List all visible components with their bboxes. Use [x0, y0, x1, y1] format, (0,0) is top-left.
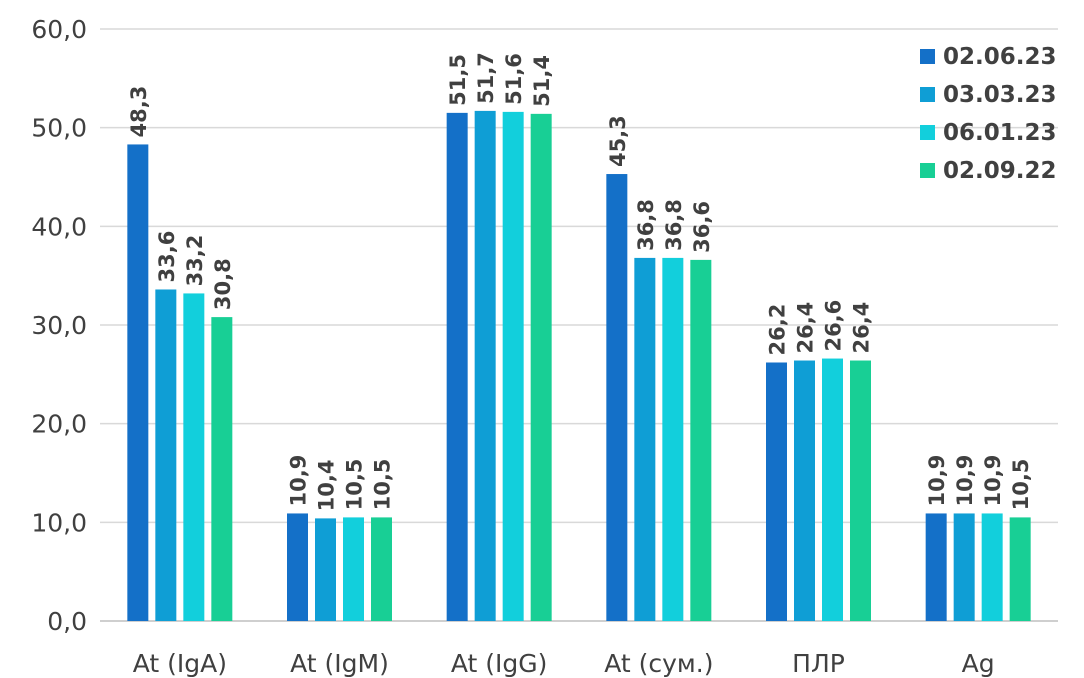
data-label: 36,8 [634, 199, 658, 251]
data-label: 45,3 [606, 115, 630, 167]
x-tick-label: At (сум.) [604, 649, 713, 678]
legend-swatch [920, 87, 935, 102]
data-label: 33,2 [183, 235, 207, 287]
bar [822, 358, 843, 621]
bar [530, 113, 552, 621]
data-label: 26,4 [850, 302, 874, 354]
data-label: 51,7 [474, 52, 498, 104]
bar [634, 257, 656, 621]
bar [850, 360, 871, 621]
grid-layer [100, 28, 1058, 622]
data-label: 33,6 [155, 231, 179, 283]
legend-label: 02.09.22 [943, 158, 1057, 184]
bar [446, 112, 468, 621]
bar [127, 144, 149, 621]
bar [287, 513, 308, 621]
bar [606, 174, 628, 622]
bar [953, 513, 975, 621]
bar [343, 517, 364, 621]
legend: 02.06.23 03.03.23 06.01.23 02.09.22 [920, 44, 1057, 184]
data-label: 10,9 [953, 455, 977, 507]
data-label: 10,5 [1009, 459, 1033, 511]
data-label: 10,9 [925, 455, 949, 507]
x-tick-label: Ag [962, 649, 995, 678]
data-label: 36,8 [662, 199, 686, 251]
y-tick-label: 50,0 [31, 114, 87, 143]
y-tick-label: 0,0 [47, 607, 87, 636]
bar [690, 259, 712, 621]
bar [371, 517, 392, 621]
data-label: 36,6 [690, 201, 714, 253]
legend-label: 02.06.23 [943, 44, 1057, 70]
x-tick-label: At (IgM) [290, 649, 389, 678]
legend-label: 06.01.23 [943, 120, 1057, 146]
data-label: 10,5 [371, 459, 395, 511]
data-label: 51,4 [530, 55, 554, 107]
legend-label: 03.03.23 [943, 82, 1057, 108]
bars-layer [127, 110, 1031, 622]
data-labels-layer: 48,333,6 33,2 30,810,9 10,4 10,5 10,551,5 51,7… [127, 52, 1033, 511]
y-tick-label: 10,0 [31, 508, 87, 537]
legend-swatch [920, 49, 935, 64]
data-label: 10,5 [343, 459, 367, 511]
bar [1009, 517, 1031, 621]
legend-swatch [920, 125, 935, 140]
data-label: 26,2 [766, 304, 790, 356]
bar [155, 289, 177, 621]
bar [662, 257, 684, 621]
data-label: 10,9 [981, 455, 1005, 507]
y-tick-label: 20,0 [31, 410, 87, 439]
y-tick-label: 60,0 [31, 15, 87, 44]
data-label: 30,8 [211, 258, 235, 310]
x-tick-label: At (IgA) [133, 649, 227, 678]
data-label: 10,9 [287, 455, 311, 507]
bar [315, 518, 336, 621]
bar [474, 110, 496, 621]
x-axis: At (IgA) At (IgM) At (IgG) At (сум.) ПЛР Ag [133, 649, 995, 678]
y-tick-label: 30,0 [31, 311, 87, 340]
x-tick-label: ПЛР [792, 649, 845, 678]
data-label: 51,5 [446, 54, 470, 106]
bar [183, 293, 205, 621]
bar [981, 513, 1003, 621]
bar [925, 513, 947, 621]
bar [766, 362, 787, 621]
data-label: 26,6 [822, 300, 846, 352]
bar [211, 317, 233, 621]
bar [502, 111, 524, 621]
y-axis: 0,0 10,0 20,0 30,0 40,0 50,0 60,0 [31, 15, 87, 636]
data-label: 26,4 [794, 302, 818, 354]
x-tick-label: At (IgG) [451, 649, 548, 678]
y-tick-label: 40,0 [31, 212, 87, 241]
data-label: 48,3 [127, 86, 151, 138]
data-label: 51,6 [502, 53, 526, 105]
legend-swatch [920, 163, 935, 178]
data-label: 10,4 [315, 460, 339, 512]
bar [794, 360, 815, 621]
